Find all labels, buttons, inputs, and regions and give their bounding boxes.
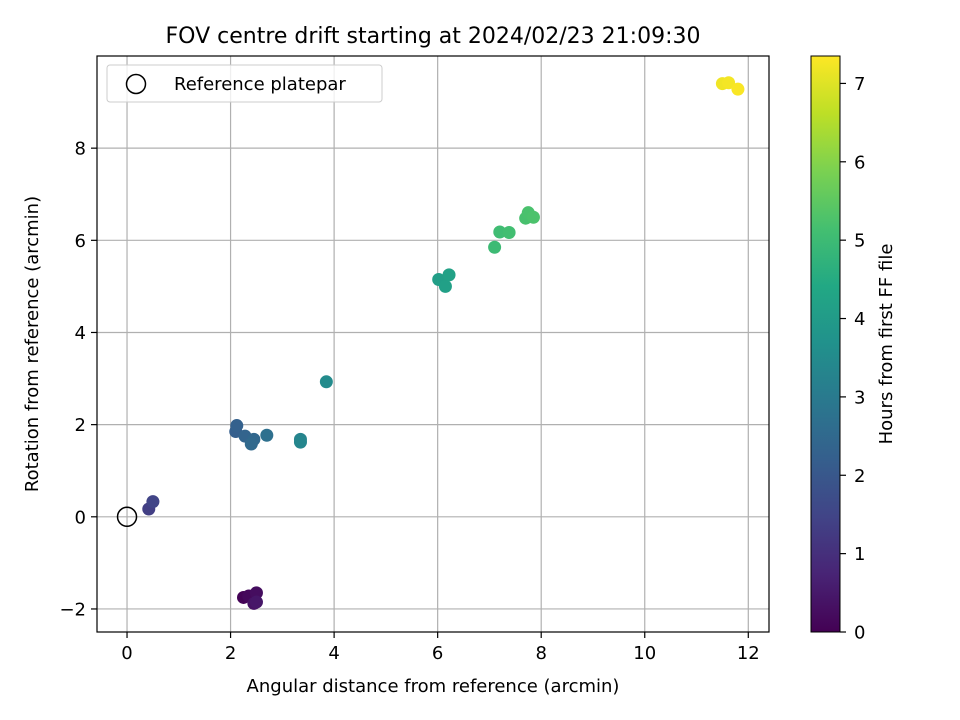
data-point xyxy=(244,437,258,451)
x-axis-label: Angular distance from reference (arcmin) xyxy=(247,676,620,697)
data-point xyxy=(502,225,516,239)
colorbar-tick-label: 0 xyxy=(854,623,865,644)
x-tick-label: 2 xyxy=(225,643,236,664)
reference-platepar-marker xyxy=(116,506,138,528)
grid xyxy=(97,56,769,632)
data-point xyxy=(319,375,333,389)
axis-ticks: 0 2 4 6 8 10 12 −2 0 2 4 6 8 xyxy=(59,139,759,664)
colorbar-tick-label: 1 xyxy=(854,544,865,565)
data-point xyxy=(493,225,507,239)
data-point xyxy=(260,428,274,442)
x-tick-label: 6 xyxy=(432,643,443,664)
y-tick-label: 2 xyxy=(75,415,86,436)
y-axis-label: Rotation from reference (arcmin) xyxy=(22,196,43,492)
x-tick-label: 10 xyxy=(633,643,656,664)
colorbar-tick-label: 5 xyxy=(854,231,865,252)
colorbar-ticks: 0 1 2 3 4 5 6 7 xyxy=(840,74,865,644)
colorbar-tick-label: 7 xyxy=(854,74,865,95)
data-point xyxy=(526,210,540,224)
colorbar xyxy=(810,55,841,633)
colorbar-tick-label: 2 xyxy=(854,466,865,487)
legend-marker-icon xyxy=(125,73,147,95)
colorbar-tick-label: 4 xyxy=(854,309,865,330)
data-point xyxy=(488,240,502,254)
x-tick-label: 0 xyxy=(121,643,132,664)
legend-entry-reference: Reference platepar xyxy=(174,74,346,95)
y-tick-label: −2 xyxy=(59,599,86,620)
colorbar-label: Hours from first FF file xyxy=(876,244,897,445)
y-tick-label: 6 xyxy=(75,231,86,252)
y-tick-label: 0 xyxy=(75,507,86,528)
data-point xyxy=(249,586,263,600)
chart-title: FOV centre drift starting at 2024/02/23 … xyxy=(166,24,701,49)
legend-box xyxy=(106,64,383,103)
data-points xyxy=(142,76,745,610)
data-point xyxy=(442,268,456,282)
y-tick-label: 4 xyxy=(75,323,86,344)
y-tick-label: 8 xyxy=(75,139,86,160)
data-point xyxy=(249,595,263,609)
data-point xyxy=(438,279,452,293)
colorbar-tick-label: 3 xyxy=(854,387,865,408)
data-point xyxy=(230,419,244,433)
legend: Reference platepar xyxy=(106,64,383,103)
x-tick-label: 12 xyxy=(737,643,760,664)
data-point xyxy=(722,76,736,90)
x-tick-label: 4 xyxy=(328,643,339,664)
data-point xyxy=(146,495,160,509)
x-tick-label: 8 xyxy=(535,643,546,664)
data-point xyxy=(731,82,745,96)
data-point xyxy=(293,435,307,449)
colorbar-tick-label: 6 xyxy=(854,152,865,173)
plot-frame xyxy=(96,55,770,633)
